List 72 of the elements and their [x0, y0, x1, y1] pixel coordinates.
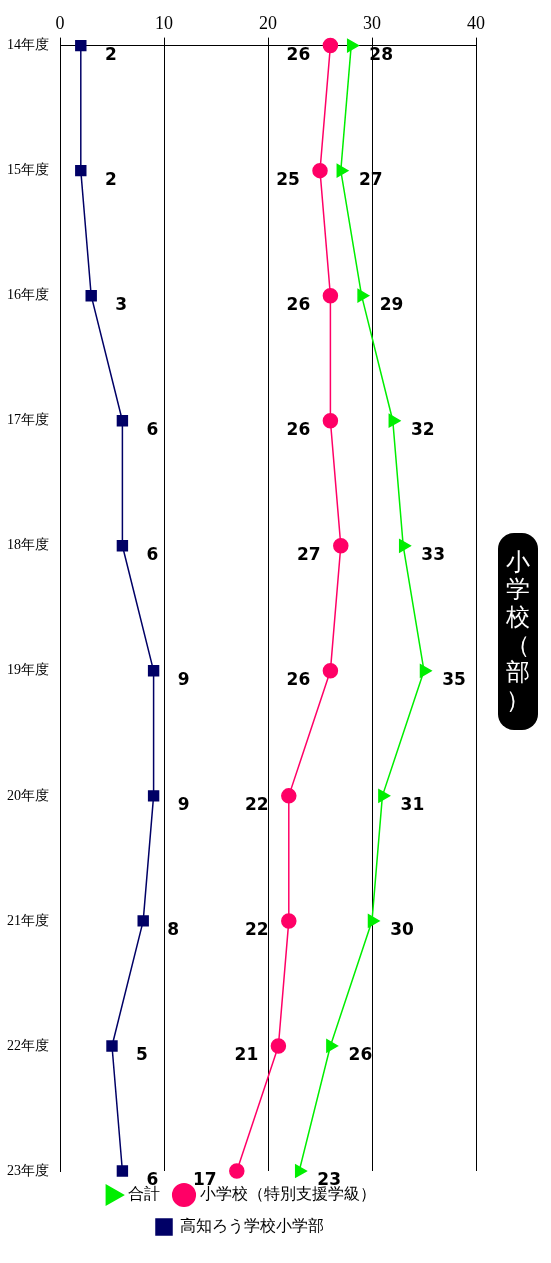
point [322, 663, 339, 679]
text: 小学校（部） [505, 547, 530, 715]
data-label: 33 [421, 544, 446, 565]
data-label: 6 [146, 544, 159, 565]
data-label: 25 [276, 169, 300, 190]
point [106, 1040, 118, 1052]
data-label: 26 [286, 294, 311, 315]
y-tick-label: 19年度 [7, 662, 49, 678]
data-label: 26 [286, 44, 311, 65]
data-label: 21 [234, 1044, 259, 1065]
point [346, 38, 359, 53]
y-tick-label: 21年度 [7, 912, 49, 928]
x-tick-label: 0 [55, 12, 65, 33]
data-label: 3 [115, 294, 128, 315]
data-label: 26 [286, 419, 311, 440]
point [367, 914, 380, 928]
y-tick-label: 14年度 [7, 37, 49, 53]
y-tick-label: 23年度 [7, 1162, 49, 1178]
point [294, 1164, 307, 1178]
point [270, 1038, 287, 1054]
point [75, 164, 87, 177]
point [147, 790, 160, 802]
point [322, 37, 339, 54]
data-label: 30 [390, 919, 414, 940]
data-label: 32 [410, 419, 435, 440]
point [147, 665, 160, 677]
point [281, 913, 297, 929]
x-tick-label: 10 [155, 12, 173, 33]
point [85, 289, 97, 302]
point [312, 162, 328, 179]
data-label: 26 [286, 669, 311, 690]
y-tick-label: 20年度 [7, 787, 49, 803]
data-label: 9 [177, 669, 190, 690]
data-label: 9 [177, 794, 190, 815]
point [322, 287, 339, 304]
data-label: 22 [244, 794, 269, 815]
data-label: 31 [400, 794, 425, 815]
point [116, 540, 129, 552]
point [116, 415, 129, 427]
data-label: 35 [442, 669, 466, 690]
y-tick-label: 17年度 [7, 412, 49, 428]
point [378, 789, 391, 803]
point [75, 39, 87, 52]
point [419, 664, 432, 678]
point [398, 538, 411, 553]
point [326, 1039, 339, 1053]
point [116, 1165, 129, 1177]
x-tick-label: 40 [467, 12, 485, 33]
point [357, 288, 370, 303]
data-label: 29 [379, 294, 404, 315]
data-label: 2 [104, 44, 117, 65]
legend-label: 高知ろう学校小学部 [180, 1217, 324, 1236]
point [322, 412, 339, 429]
point [229, 1163, 245, 1179]
x-tick-label: 20 [259, 12, 277, 33]
y-tick-label: 15年度 [7, 162, 49, 178]
point [336, 163, 349, 178]
data-label: 8 [167, 919, 180, 940]
y-tick-label: 22年度 [7, 1037, 49, 1053]
x-tick-label: 30 [363, 12, 381, 33]
y-tick-label: 16年度 [7, 287, 49, 303]
data-label: 2 [104, 169, 117, 190]
point [137, 915, 149, 927]
data-label: 22 [244, 919, 269, 940]
data-label: 27 [296, 544, 321, 565]
point [281, 788, 297, 804]
data-label: 5 [136, 1044, 148, 1065]
data-label: 26 [348, 1044, 373, 1065]
point [333, 538, 349, 554]
point [388, 413, 401, 428]
y-tick-label: 18年度 [7, 537, 49, 553]
data-label: 6 [146, 419, 159, 440]
